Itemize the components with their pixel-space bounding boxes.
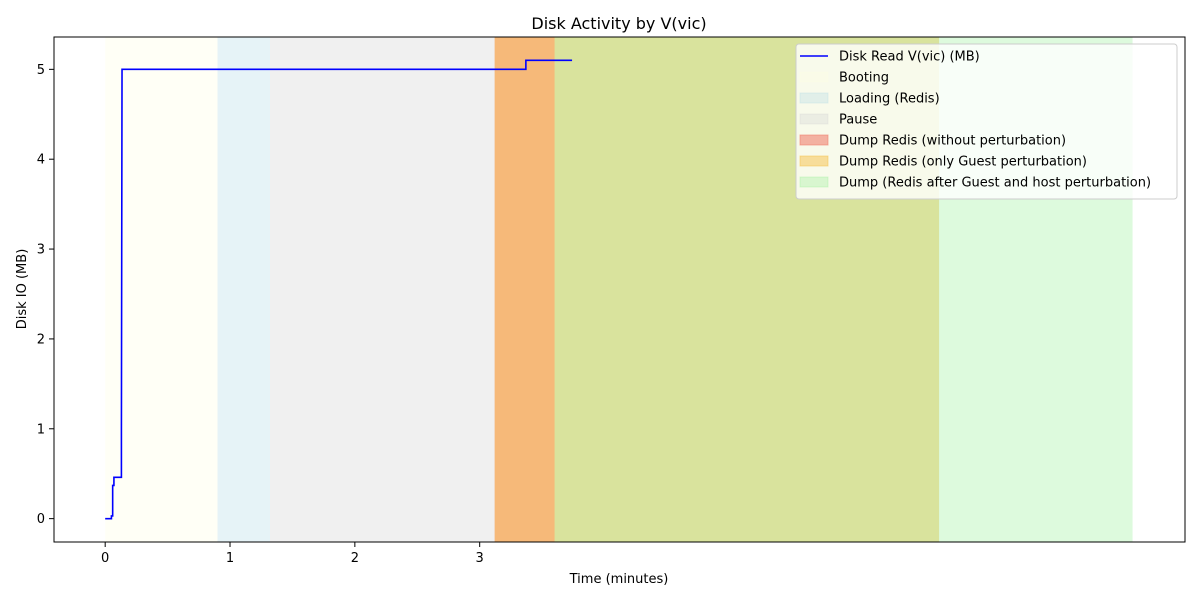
x-tick-label-2: 2 <box>351 551 359 566</box>
plot-frame <box>53 36 1186 543</box>
legend-label-2: Loading (Redis) <box>839 92 940 107</box>
legend-marker-4 <box>799 134 829 146</box>
legend-label-5: Dump Redis (only Guest perturbation) <box>839 155 1087 170</box>
legend-marker-1 <box>799 71 829 83</box>
legend-label-3: Pause <box>839 113 877 128</box>
legend-marker-6 <box>799 176 829 188</box>
y-tick-label-3: 3 <box>37 243 45 258</box>
series-line-0 <box>105 59 573 520</box>
legend-box <box>795 43 1178 200</box>
legend-label-6: Dump (Redis after Guest and host perturb… <box>839 176 1151 191</box>
y-tick-label-2: 2 <box>37 332 45 347</box>
legend: Disk Read V(vic) (MB) Booting Loading (Red… <box>795 43 1178 200</box>
chart-title: Disk Activity by V(vic) <box>531 14 706 33</box>
y-tick-label-4: 4 <box>37 153 45 168</box>
span-0 <box>105 37 218 542</box>
legend-label-4: Dump Redis (without perturbation) <box>839 134 1066 149</box>
series-layer <box>105 59 573 520</box>
y-tick-label-1: 1 <box>37 422 45 437</box>
x-axis-ticks: 0 1 2 3 <box>101 542 484 566</box>
legend-marker-5 <box>799 155 829 167</box>
x-tick-label-3: 3 <box>476 551 484 566</box>
span-2 <box>269 37 495 542</box>
shaded-spans <box>105 37 1133 542</box>
x-tick-label-0: 0 <box>101 551 109 566</box>
y-axis-ticks: 0 1 2 3 4 5 <box>37 63 54 527</box>
span-1 <box>217 37 270 542</box>
x-axis-label: Time (minutes) <box>569 572 669 587</box>
y-axis-label: Disk IO (MB) <box>15 249 30 330</box>
legend-label-0: Disk Read V(vic) (MB) <box>839 50 980 65</box>
legend-label-1: Booting <box>839 71 889 86</box>
legend-marker-3 <box>799 113 829 125</box>
legend-marker-2 <box>799 92 829 104</box>
y-tick-label-5: 5 <box>37 63 45 78</box>
x-tick-label-1: 1 <box>226 551 234 566</box>
y-tick-label-0: 0 <box>37 512 45 527</box>
